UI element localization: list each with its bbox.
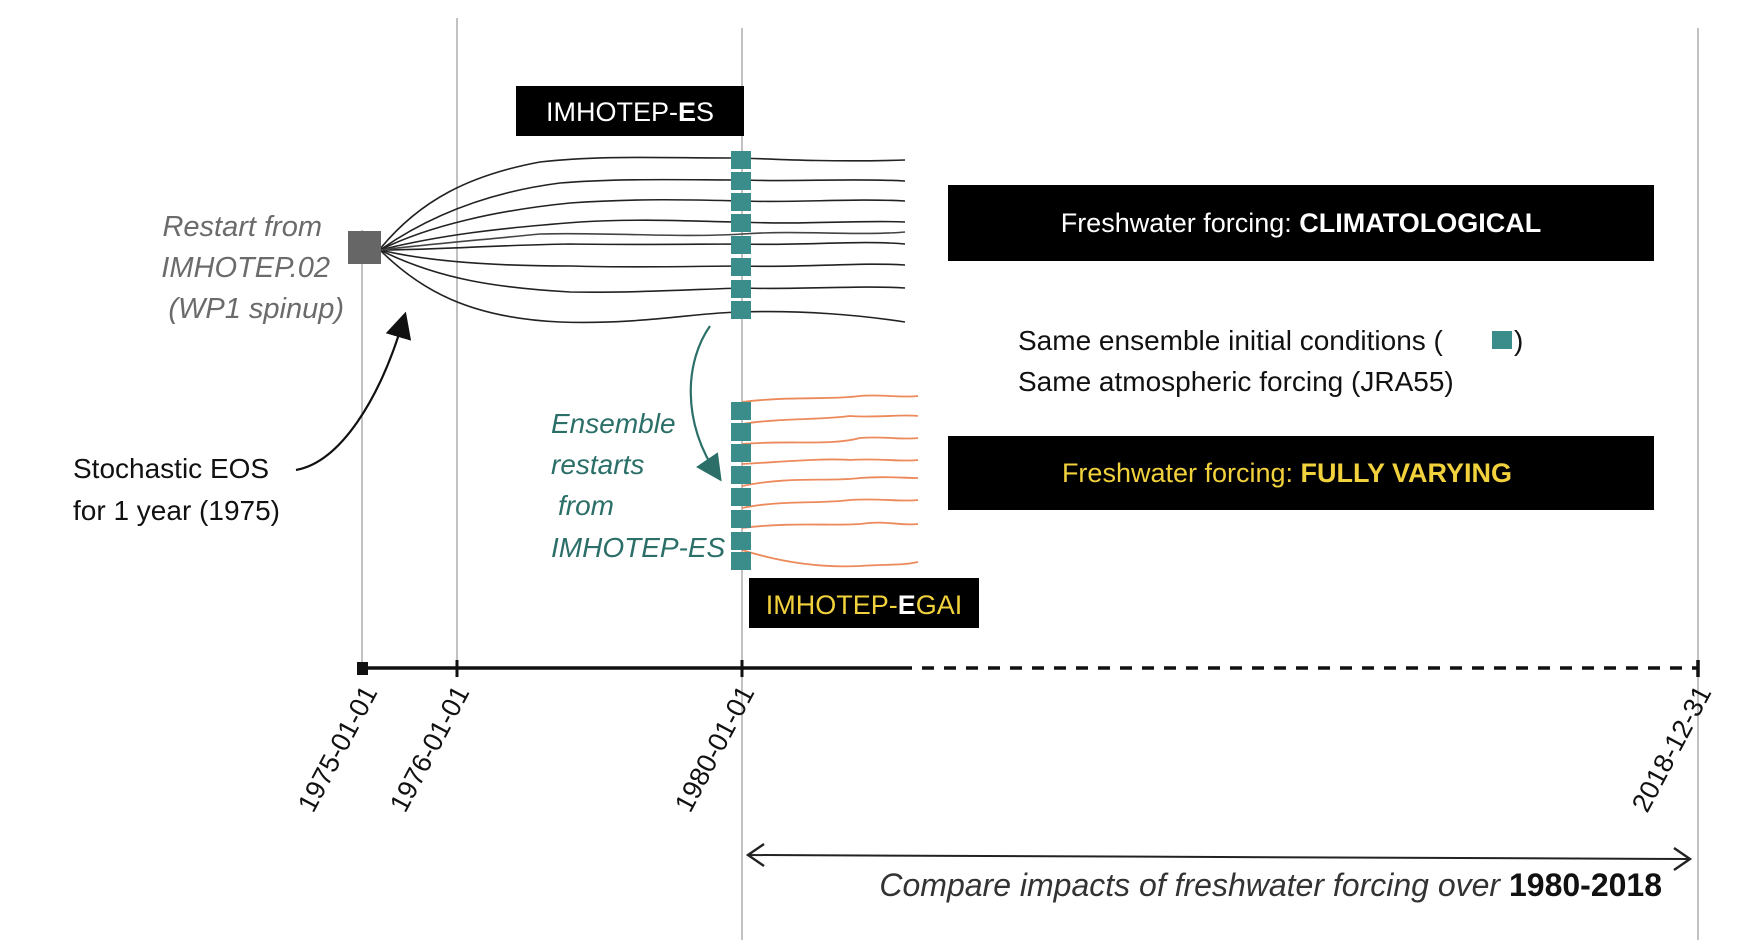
egai-box-suffix: GAI	[916, 590, 963, 620]
climatological-box: Freshwater forcing: CLIMATOLOGICAL	[948, 185, 1654, 261]
ensemble-line-1: Ensemble	[551, 408, 676, 439]
same-ic-text-b: )	[1514, 325, 1523, 356]
es-box-prefix: IMHOTEP-	[546, 97, 678, 127]
compare-prefix: Compare impacts of freshwater forcing ov…	[879, 867, 1509, 903]
svg-text:Freshwater forcing: FULLY VARY: Freshwater forcing: FULLY VARYING	[1062, 458, 1512, 488]
ensemble-restarts-label: Ensemble restarts from IMHOTEP-ES	[551, 408, 726, 563]
same-ic-teal-marker	[1492, 331, 1512, 349]
ensemble-line-3: from	[558, 490, 614, 521]
restart-line-3: (WP1 spinup)	[168, 293, 344, 325]
svg-text:Compare impacts of freshwater: Compare impacts of freshwater forcing ov…	[879, 867, 1662, 903]
imhotep-egai-box: IMHOTEP-EGAI	[749, 578, 979, 628]
stochastic-line-2: for 1 year (1975)	[73, 495, 280, 526]
compare-period: 1980-2018	[1509, 867, 1662, 903]
fully-prefix: Freshwater forcing:	[1062, 458, 1301, 488]
stochastic-arrow	[295, 311, 412, 472]
imhotep-es-box: IMHOTEP-ES	[516, 86, 744, 136]
date-label-2018: 2018-12-31	[1626, 681, 1717, 817]
date-label-1980: 1980-01-01	[669, 681, 760, 817]
ensemble-line-4: IMHOTEP-ES	[551, 532, 726, 563]
date-labels: 1975-01-01 1976-01-01 1980-01-01 2018-12…	[292, 681, 1717, 817]
same-conditions-text: Same ensemble initial conditions ( ) Sam…	[1018, 325, 1523, 397]
ensemble-line-2: restarts	[551, 449, 644, 480]
egai-box-highlight: E	[898, 590, 916, 620]
restart-line-2: IMHOTEP.02	[161, 252, 330, 284]
egai-initial-condition-markers	[731, 402, 751, 570]
svg-text:IMHOTEP-ES: IMHOTEP-ES	[546, 97, 714, 127]
restart-label: Restart from IMHOTEP.02 (WP1 spinup)	[161, 211, 344, 325]
date-label-1975: 1975-01-01	[292, 681, 383, 817]
clim-value: CLIMATOLOGICAL	[1299, 208, 1541, 238]
clim-prefix: Freshwater forcing:	[1061, 208, 1300, 238]
svg-text:Freshwater forcing: CLIMATOLOG: Freshwater forcing: CLIMATOLOGICAL	[1061, 208, 1542, 238]
es-box-suffix: S	[696, 97, 714, 127]
svg-text:Same ensemble initial conditio: Same ensemble initial conditions (	[1018, 325, 1444, 356]
fully-value: FULLY VARYING	[1301, 458, 1513, 488]
stochastic-line-1: Stochastic EOS	[73, 453, 269, 484]
svg-text:IMHOTEP-EGAI: IMHOTEP-EGAI	[766, 590, 963, 620]
es-box-highlight: E	[678, 97, 696, 127]
same-atm-text: Same atmospheric forcing (JRA55)	[1018, 366, 1454, 397]
fully-varying-box: Freshwater forcing: FULLY VARYING	[948, 436, 1654, 510]
compare-arrow	[745, 843, 1693, 871]
egai-box-prefix: IMHOTEP-	[766, 590, 898, 620]
same-ic-text-a: Same ensemble initial conditions (	[1018, 325, 1444, 356]
timeline	[357, 660, 1700, 677]
restart-transfer-arrow	[689, 325, 722, 482]
stochastic-label: Stochastic EOS for 1 year (1975)	[73, 453, 280, 526]
egai-ensemble-members	[741, 394, 919, 568]
es-ensemble-members	[379, 156, 906, 324]
restart-square	[348, 231, 381, 264]
restart-line-1: Restart from	[162, 211, 322, 243]
timeline-start-marker	[357, 662, 368, 675]
es-initial-condition-markers	[731, 151, 751, 319]
date-label-1976: 1976-01-01	[384, 681, 475, 817]
